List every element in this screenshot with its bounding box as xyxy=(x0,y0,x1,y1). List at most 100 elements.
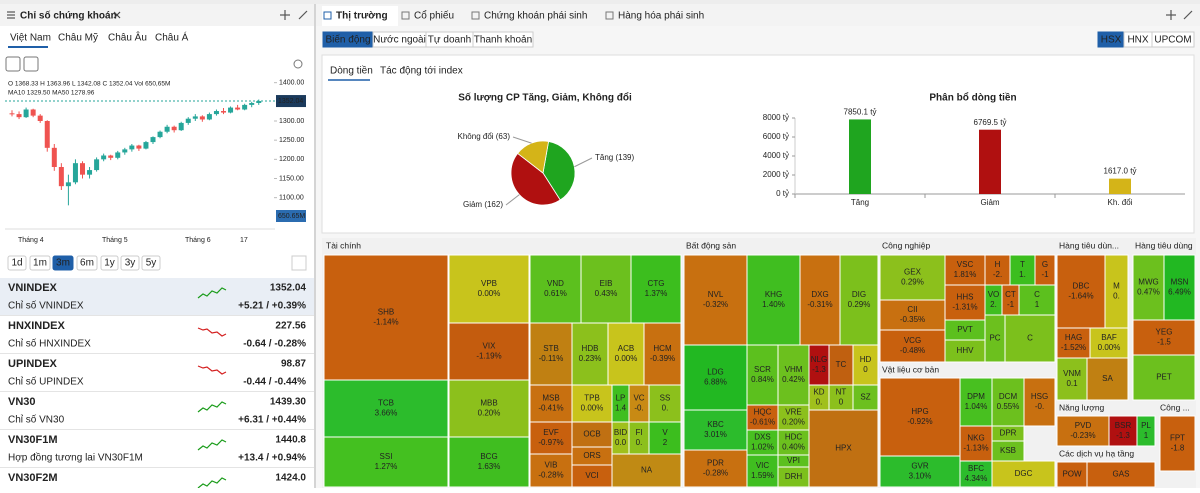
treemap-cell[interactable] xyxy=(529,421,573,455)
add-icon[interactable] xyxy=(1166,10,1176,20)
tab-label[interactable]: Thị trường xyxy=(336,11,388,22)
treemap-cell[interactable] xyxy=(959,425,993,462)
range-button[interactable] xyxy=(29,255,51,271)
tab-icon[interactable] xyxy=(605,11,614,20)
close-icon[interactable] xyxy=(113,11,121,19)
treemap-cell[interactable] xyxy=(1086,461,1156,488)
sub-tab-label[interactable]: Nước ngoài xyxy=(373,35,426,46)
treemap-cell[interactable] xyxy=(808,409,879,488)
flow-tab[interactable]: Dòng tiền xyxy=(330,65,373,77)
treemap-cell[interactable] xyxy=(1056,461,1088,488)
treemap-cell[interactable] xyxy=(1086,357,1129,401)
treemap-cell[interactable] xyxy=(643,322,682,386)
treemap-cell[interactable] xyxy=(1023,377,1056,427)
region-tab[interactable]: Châu Á xyxy=(155,31,189,44)
sub-tab-label[interactable]: Tự doanh xyxy=(428,35,471,46)
treemap-cell[interactable] xyxy=(1056,415,1110,447)
treemap-cell[interactable] xyxy=(852,344,879,386)
treemap-cell[interactable] xyxy=(1159,415,1196,472)
treemap-cell[interactable] xyxy=(1056,357,1088,401)
treemap-cell[interactable] xyxy=(611,453,682,488)
range-label[interactable]: 5y xyxy=(146,258,157,269)
treemap-cell[interactable] xyxy=(1108,415,1138,447)
treemap-cell[interactable] xyxy=(1132,354,1196,401)
treemap-cell[interactable] xyxy=(746,429,779,456)
sub-tab-label[interactable]: Biến động xyxy=(325,34,370,46)
range-label[interactable]: 1y xyxy=(104,258,115,269)
exchange-label[interactable]: UPCOM xyxy=(1154,35,1191,46)
treemap-cell[interactable] xyxy=(648,384,682,423)
treemap-cell[interactable] xyxy=(683,409,748,451)
treemap-cell[interactable] xyxy=(746,454,779,488)
tab-label[interactable]: Cổ phiếu xyxy=(414,10,454,22)
range-label[interactable]: 1m xyxy=(33,258,47,269)
treemap-cell[interactable] xyxy=(323,254,449,381)
expand-icon[interactable] xyxy=(298,10,308,20)
treemap-cell[interactable] xyxy=(1132,254,1165,321)
add-icon[interactable] xyxy=(280,10,290,20)
treemap-cell[interactable] xyxy=(1136,415,1156,447)
treemap-cell[interactable] xyxy=(777,466,810,488)
treemap-cell[interactable] xyxy=(828,384,854,411)
treemap-cell[interactable] xyxy=(746,254,801,346)
range-button[interactable] xyxy=(7,255,27,271)
region-tab[interactable]: Việt Nam xyxy=(10,33,51,44)
treemap-cell[interactable] xyxy=(448,436,530,488)
treemap-cell[interactable] xyxy=(323,379,449,438)
range-button[interactable] xyxy=(141,255,161,271)
treemap-cell[interactable] xyxy=(839,254,879,346)
range-label[interactable]: 6m xyxy=(80,258,94,269)
index-row[interactable] xyxy=(0,392,314,429)
range-label[interactable]: 3m xyxy=(56,258,70,269)
expand-icon[interactable] xyxy=(1183,10,1193,20)
tab-icon[interactable] xyxy=(401,11,410,20)
sub-tab-label[interactable]: Thanh khoản xyxy=(474,35,532,46)
region-tab[interactable]: Châu Âu xyxy=(108,31,147,44)
range-label[interactable]: 3y xyxy=(125,258,136,269)
treemap-cell[interactable] xyxy=(448,379,530,438)
tab-label[interactable]: Hàng hóa phái sinh xyxy=(618,11,704,22)
treemap-cell[interactable] xyxy=(607,322,645,386)
exchange-label[interactable]: HSX xyxy=(1101,35,1122,46)
menu-icon[interactable] xyxy=(7,11,15,19)
treemap-cell[interactable] xyxy=(828,344,854,386)
range-button[interactable] xyxy=(100,255,119,271)
treemap-cell[interactable] xyxy=(580,254,632,324)
treemap-cell[interactable] xyxy=(529,322,573,386)
treemap-cell[interactable] xyxy=(852,384,879,411)
treemap-cell[interactable] xyxy=(571,384,613,423)
treemap-cell[interactable] xyxy=(323,436,449,488)
range-button[interactable] xyxy=(120,255,140,271)
index-row[interactable] xyxy=(0,278,314,315)
sub-tab[interactable] xyxy=(472,31,534,48)
treemap-cell[interactable] xyxy=(944,284,986,321)
treemap-cell[interactable] xyxy=(777,404,810,431)
region-tab[interactable]: Châu Mỹ xyxy=(58,33,98,44)
range-button[interactable] xyxy=(52,255,74,271)
tab-label[interactable]: Chứng khoán phái sinh xyxy=(484,11,587,22)
treemap-cell[interactable] xyxy=(777,429,810,456)
treemap-cell[interactable] xyxy=(1009,254,1036,286)
treemap-cell[interactable] xyxy=(448,322,530,381)
treemap-cell[interactable] xyxy=(1018,284,1056,316)
exchange-tab[interactable] xyxy=(1151,31,1195,48)
tab-icon[interactable] xyxy=(471,11,480,20)
treemap-cell[interactable] xyxy=(683,254,748,346)
treemap-cell[interactable] xyxy=(1056,254,1106,329)
range-button[interactable] xyxy=(76,255,98,271)
index-row[interactable] xyxy=(0,316,314,353)
exchange-label[interactable]: HNX xyxy=(1127,35,1148,46)
treemap-cell[interactable] xyxy=(991,460,1056,488)
index-row[interactable] xyxy=(0,430,314,467)
tab-icon[interactable] xyxy=(323,11,332,20)
index-row[interactable] xyxy=(0,354,314,391)
treemap-cell[interactable] xyxy=(1004,314,1056,363)
fullscreen-button[interactable] xyxy=(291,255,307,271)
treemap-cell[interactable] xyxy=(1163,254,1196,321)
treemap-cell[interactable] xyxy=(879,377,961,457)
treemap-cell[interactable] xyxy=(529,384,573,423)
flow-tab[interactable]: Tác động tới index xyxy=(380,66,463,77)
treemap-cell[interactable] xyxy=(529,254,582,324)
chart-tools[interactable] xyxy=(5,56,303,72)
range-label[interactable]: 1d xyxy=(11,258,22,269)
